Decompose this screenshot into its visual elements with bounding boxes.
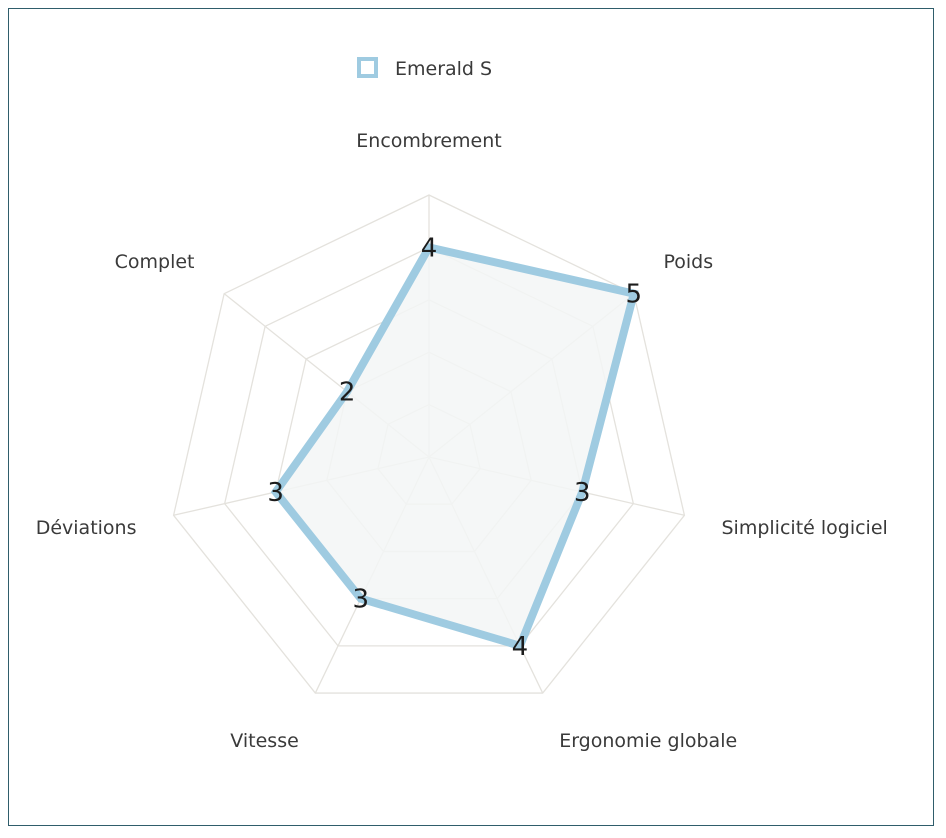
value-label-encombrement: 4 [421, 233, 438, 263]
axis-label-deviations: Déviations [36, 517, 137, 539]
axis-label-ergonomie-globale: Ergonomie globale [559, 730, 737, 752]
chart-legend[interactable]: Emerald S [357, 57, 492, 80]
grid-ring-5 [172, 194, 686, 694]
axis-label-encombrement: Encombrement [356, 130, 501, 152]
axis-label-poids: Poids [664, 251, 714, 273]
value-label-simplicite-logiciel: 3 [574, 478, 591, 508]
axis-label-vitesse: Vitesse [230, 730, 299, 752]
legend-label-emerald-s: Emerald S [395, 58, 492, 80]
legend-swatch-emerald-s [357, 57, 378, 78]
value-label-complet: 2 [339, 378, 356, 408]
radar-series-layer [270, 242, 639, 651]
radar-axis-labels: Encombrement Poids Simplicité logiciel Ergo… [36, 130, 888, 752]
value-label-vitesse: 3 [353, 585, 370, 615]
axis-label-complet: Complet [115, 251, 195, 273]
value-label-poids: 5 [626, 280, 643, 310]
value-label-ergonomie-globale: 4 [512, 632, 529, 662]
value-label-deviations: 3 [267, 478, 284, 508]
axis-label-simplicite-logiciel: Simplicité logiciel [722, 517, 888, 539]
series-polygon-emerald-s[interactable] [270, 242, 639, 651]
radar-value-labels: 4 5 3 4 3 3 2 [267, 233, 642, 661]
